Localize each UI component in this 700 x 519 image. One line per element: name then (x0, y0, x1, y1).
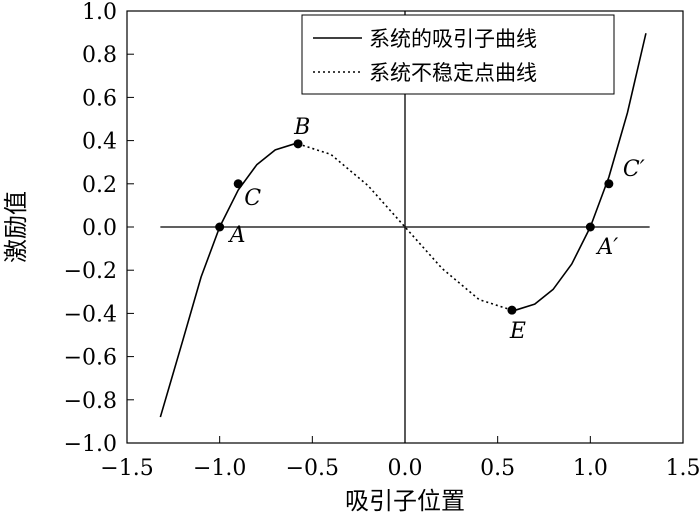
legend-box (301, 14, 615, 95)
x-axis-ticks: −1.5 −1.0 −0.5 0.0 0.5 1.0 1.5 (100, 436, 700, 481)
x-tick-label: −1.0 (193, 456, 246, 481)
y-tick-label: −0.8 (64, 389, 117, 414)
x-tick-label: −1.5 (100, 456, 153, 481)
y-tick-label: −0.2 (64, 259, 117, 284)
attractor-curve (159, 143, 299, 418)
series-layer (159, 33, 647, 418)
point-label: B (293, 115, 310, 140)
point-marker (604, 179, 614, 189)
point-label: C (244, 186, 261, 211)
point-marker (507, 305, 517, 315)
x-tick-label: 1.5 (666, 456, 700, 481)
y-tick-label: 0.0 (82, 216, 117, 241)
attractor-curve (511, 33, 647, 311)
point-marker (233, 179, 243, 189)
x-tick-label: −0.5 (286, 456, 339, 481)
y-tick-label: 0.8 (82, 43, 117, 68)
point-label: C′ (623, 157, 645, 182)
legend-label-attractor: 系统的吸引子曲线 (369, 27, 537, 51)
points-layer: AC B E A′ C′ (215, 115, 645, 344)
point-marker (293, 139, 303, 149)
y-tick-label: 0.6 (82, 86, 117, 111)
point-label: A′ (595, 235, 618, 260)
point-marker (585, 222, 595, 232)
y-tick-label: 0.4 (82, 130, 117, 155)
y-tick-label: −0.4 (64, 302, 117, 327)
x-tick-label: 1.0 (573, 456, 608, 481)
point-label: A (228, 223, 246, 248)
x-tick-label: 0.0 (388, 456, 423, 481)
y-tick-label: −0.6 (64, 346, 117, 371)
y-tick-label: −1.0 (64, 432, 117, 457)
point-label: E (509, 319, 526, 344)
y-tick-label: 1.0 (82, 0, 117, 25)
y-axis-title: 激励值 (2, 191, 30, 263)
point-marker (215, 222, 225, 232)
legend: 系统的吸引子曲线 系统不稳定点曲线 (301, 14, 615, 95)
legend-label-unstable: 系统不稳定点曲线 (369, 61, 537, 85)
y-axis-ticks: 1.0 0.8 0.6 0.4 0.2 0.0 −0.2 −0.4 −0.6 −0.8 −1.0 (64, 0, 134, 457)
y-tick-label: 0.2 (82, 173, 117, 198)
x-tick-label: 0.5 (480, 456, 515, 481)
x-axis-title: 吸引子位置 (345, 487, 465, 515)
